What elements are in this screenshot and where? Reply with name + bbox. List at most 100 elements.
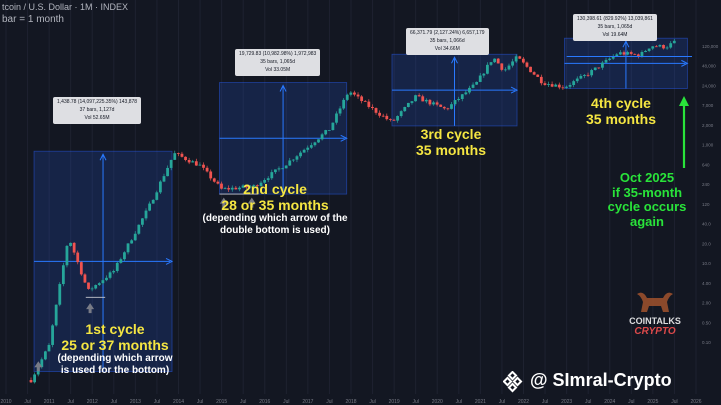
candle-body <box>360 96 364 102</box>
cycle2-measure-tooltip: 19,729.83 (10,982.98%) 1,972,983 35 bars… <box>235 49 321 77</box>
price-axis-background <box>700 0 721 405</box>
candle-body <box>493 58 497 63</box>
candle-body <box>518 56 522 59</box>
candle-body <box>58 284 62 305</box>
price-axis-label: 10.0 <box>702 261 711 266</box>
candle-body <box>486 64 489 74</box>
time-axis-label: 2022 <box>518 399 529 405</box>
time-axis-label: Jul <box>283 399 289 405</box>
logo-line1: COINTALKS <box>629 316 681 326</box>
candle-body <box>234 187 238 190</box>
candle-body <box>115 262 119 272</box>
candle-body <box>468 87 471 93</box>
candle-body <box>72 242 76 253</box>
projection-text: if 35-month <box>611 184 683 200</box>
candle-body <box>266 178 270 181</box>
candle-body <box>665 47 669 49</box>
tooltip-line: 35 bars, 1,065d <box>597 23 633 30</box>
cycle-arrow-head <box>451 56 458 64</box>
candle-body <box>331 122 335 131</box>
tooltip-line: Vol 34.66M <box>434 45 460 52</box>
candle-body <box>543 83 547 85</box>
candle-body <box>180 153 184 157</box>
candle-body <box>248 186 252 188</box>
candle-body <box>439 104 443 107</box>
cycle-arrow-head <box>622 40 630 48</box>
candle-body <box>572 81 576 86</box>
candle-body <box>241 185 245 188</box>
candle-body <box>345 94 349 100</box>
candle-body <box>478 75 482 82</box>
time-axis-label: Jul <box>197 399 203 405</box>
candle-body <box>539 76 543 84</box>
candle-body <box>245 185 249 188</box>
candle-body <box>554 84 558 87</box>
projection-arrow-head <box>679 96 689 106</box>
time-axis-label: Jul <box>456 399 462 405</box>
cycle-arrow-head <box>340 134 348 142</box>
price-axis-label: 0.50 <box>702 320 711 325</box>
candle-body <box>119 259 123 263</box>
cycle-arrow-head <box>99 153 107 161</box>
candle-body <box>327 130 331 131</box>
projection-annotation: Oct 2025 if 35-month cycle occurs again <box>600 170 694 229</box>
candle-body <box>309 145 313 148</box>
candle-body <box>511 61 514 66</box>
cycle1-note: (depending which arrow <box>57 353 173 365</box>
cycle4-measure-tooltip: 130,398.61 (829.92%) 13,039,861 35 bars,… <box>573 14 657 42</box>
price-axis-label: 20.0 <box>702 241 711 246</box>
time-axis-label: 2025 <box>647 399 658 405</box>
candle-body <box>335 113 338 123</box>
candle-body <box>363 101 367 102</box>
candle-body <box>388 119 392 120</box>
candle-body <box>417 95 421 97</box>
candle-body <box>442 106 446 109</box>
candle-body <box>162 176 166 182</box>
tooltip-line: 35 bars, 1,066d <box>429 37 465 44</box>
cycle-arrow-head <box>681 59 689 67</box>
cycle-arrow-head <box>510 86 519 94</box>
candle-body <box>79 262 83 275</box>
candle-body <box>295 156 299 160</box>
cycle1-annotation: 1st cycle 25 or 37 months (depending whi… <box>40 321 190 376</box>
cycle-arrow-head <box>165 257 174 265</box>
time-axis-label: Jul <box>111 399 117 405</box>
time-axis-label: Jul <box>67 399 73 405</box>
tooltip-line: 19,729.83 (10,982.98%) 1,972,983 <box>239 51 317 57</box>
candle-body <box>421 96 425 102</box>
tooltip-line: Vol 19.64M <box>602 31 628 38</box>
cycle4-title: 4th cycle <box>591 95 651 111</box>
author-handle: @ SImral-Crypto <box>530 370 672 390</box>
candle-body <box>583 74 586 76</box>
candle-body <box>299 152 302 157</box>
candle-body <box>212 178 216 182</box>
cycle3-measure-tooltip: 66,371.79 (2,127.24%) 6,657,179 35 bars,… <box>406 28 489 56</box>
time-axis-label: 2026 <box>690 399 701 405</box>
time-axis-label: Jul <box>240 399 246 405</box>
candle-body <box>324 130 328 135</box>
candle-body <box>166 167 169 177</box>
time-axis-label: 2024 <box>604 399 615 405</box>
candle-body <box>259 182 263 186</box>
bull-icon <box>637 292 673 312</box>
candle-body <box>288 160 292 166</box>
time-axis-label: 2023 <box>561 399 572 405</box>
price-axis-label: 4.00 <box>702 281 711 286</box>
cycle2-title: 2nd cycle <box>243 181 307 197</box>
price-axis-label: 120,000 <box>702 44 719 49</box>
candle-body <box>230 187 234 190</box>
cycle4-annotation: 4th cycle 35 months <box>566 95 676 127</box>
candle-body <box>557 84 561 88</box>
candle-body <box>155 192 159 200</box>
candle-body <box>446 108 450 110</box>
candle-body <box>601 62 604 68</box>
candle-body <box>615 54 619 57</box>
candle-body <box>381 115 385 117</box>
candle-body <box>227 188 231 190</box>
candle-body <box>586 74 590 76</box>
candle-body <box>29 380 33 383</box>
time-axis-label: 2016 <box>259 399 270 405</box>
candle-body <box>130 240 134 244</box>
time-axis-label: 2014 <box>173 399 184 405</box>
